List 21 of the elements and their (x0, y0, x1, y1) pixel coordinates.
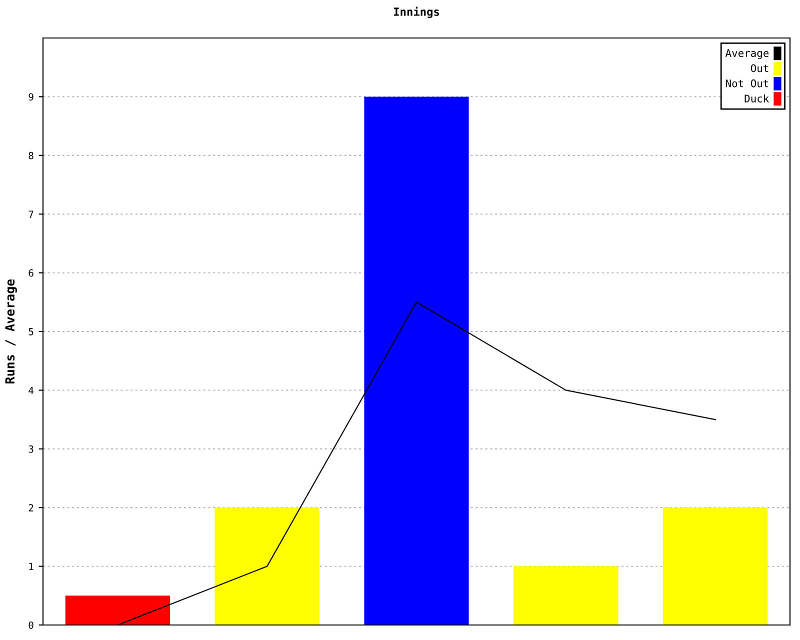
y-tick-label: 3 (28, 445, 34, 453)
legend-label: Average (725, 49, 769, 60)
bar (514, 566, 618, 625)
y-tick-label: 4 (28, 386, 34, 394)
legend-label: Not Out (726, 79, 768, 88)
bar (364, 96, 469, 625)
y-axis-title: Runs / Average (5, 279, 17, 384)
y-tick-label: 7 (28, 210, 34, 218)
bar (214, 508, 320, 625)
y-tick-label: 9 (28, 93, 34, 101)
y-tick-label: 0 (28, 622, 34, 629)
y-tick-label: 8 (28, 152, 34, 160)
y-tick-label: 1 (29, 562, 34, 570)
chart-title: Innings (394, 6, 440, 18)
y-tick-label: 2 (28, 504, 34, 512)
bar (65, 596, 170, 625)
y-tick-label: 6 (28, 269, 34, 277)
legend-label: Duck (744, 94, 770, 102)
bar (663, 508, 768, 625)
legend-label: Out (750, 64, 768, 72)
y-tick-label: 5 (28, 328, 34, 336)
